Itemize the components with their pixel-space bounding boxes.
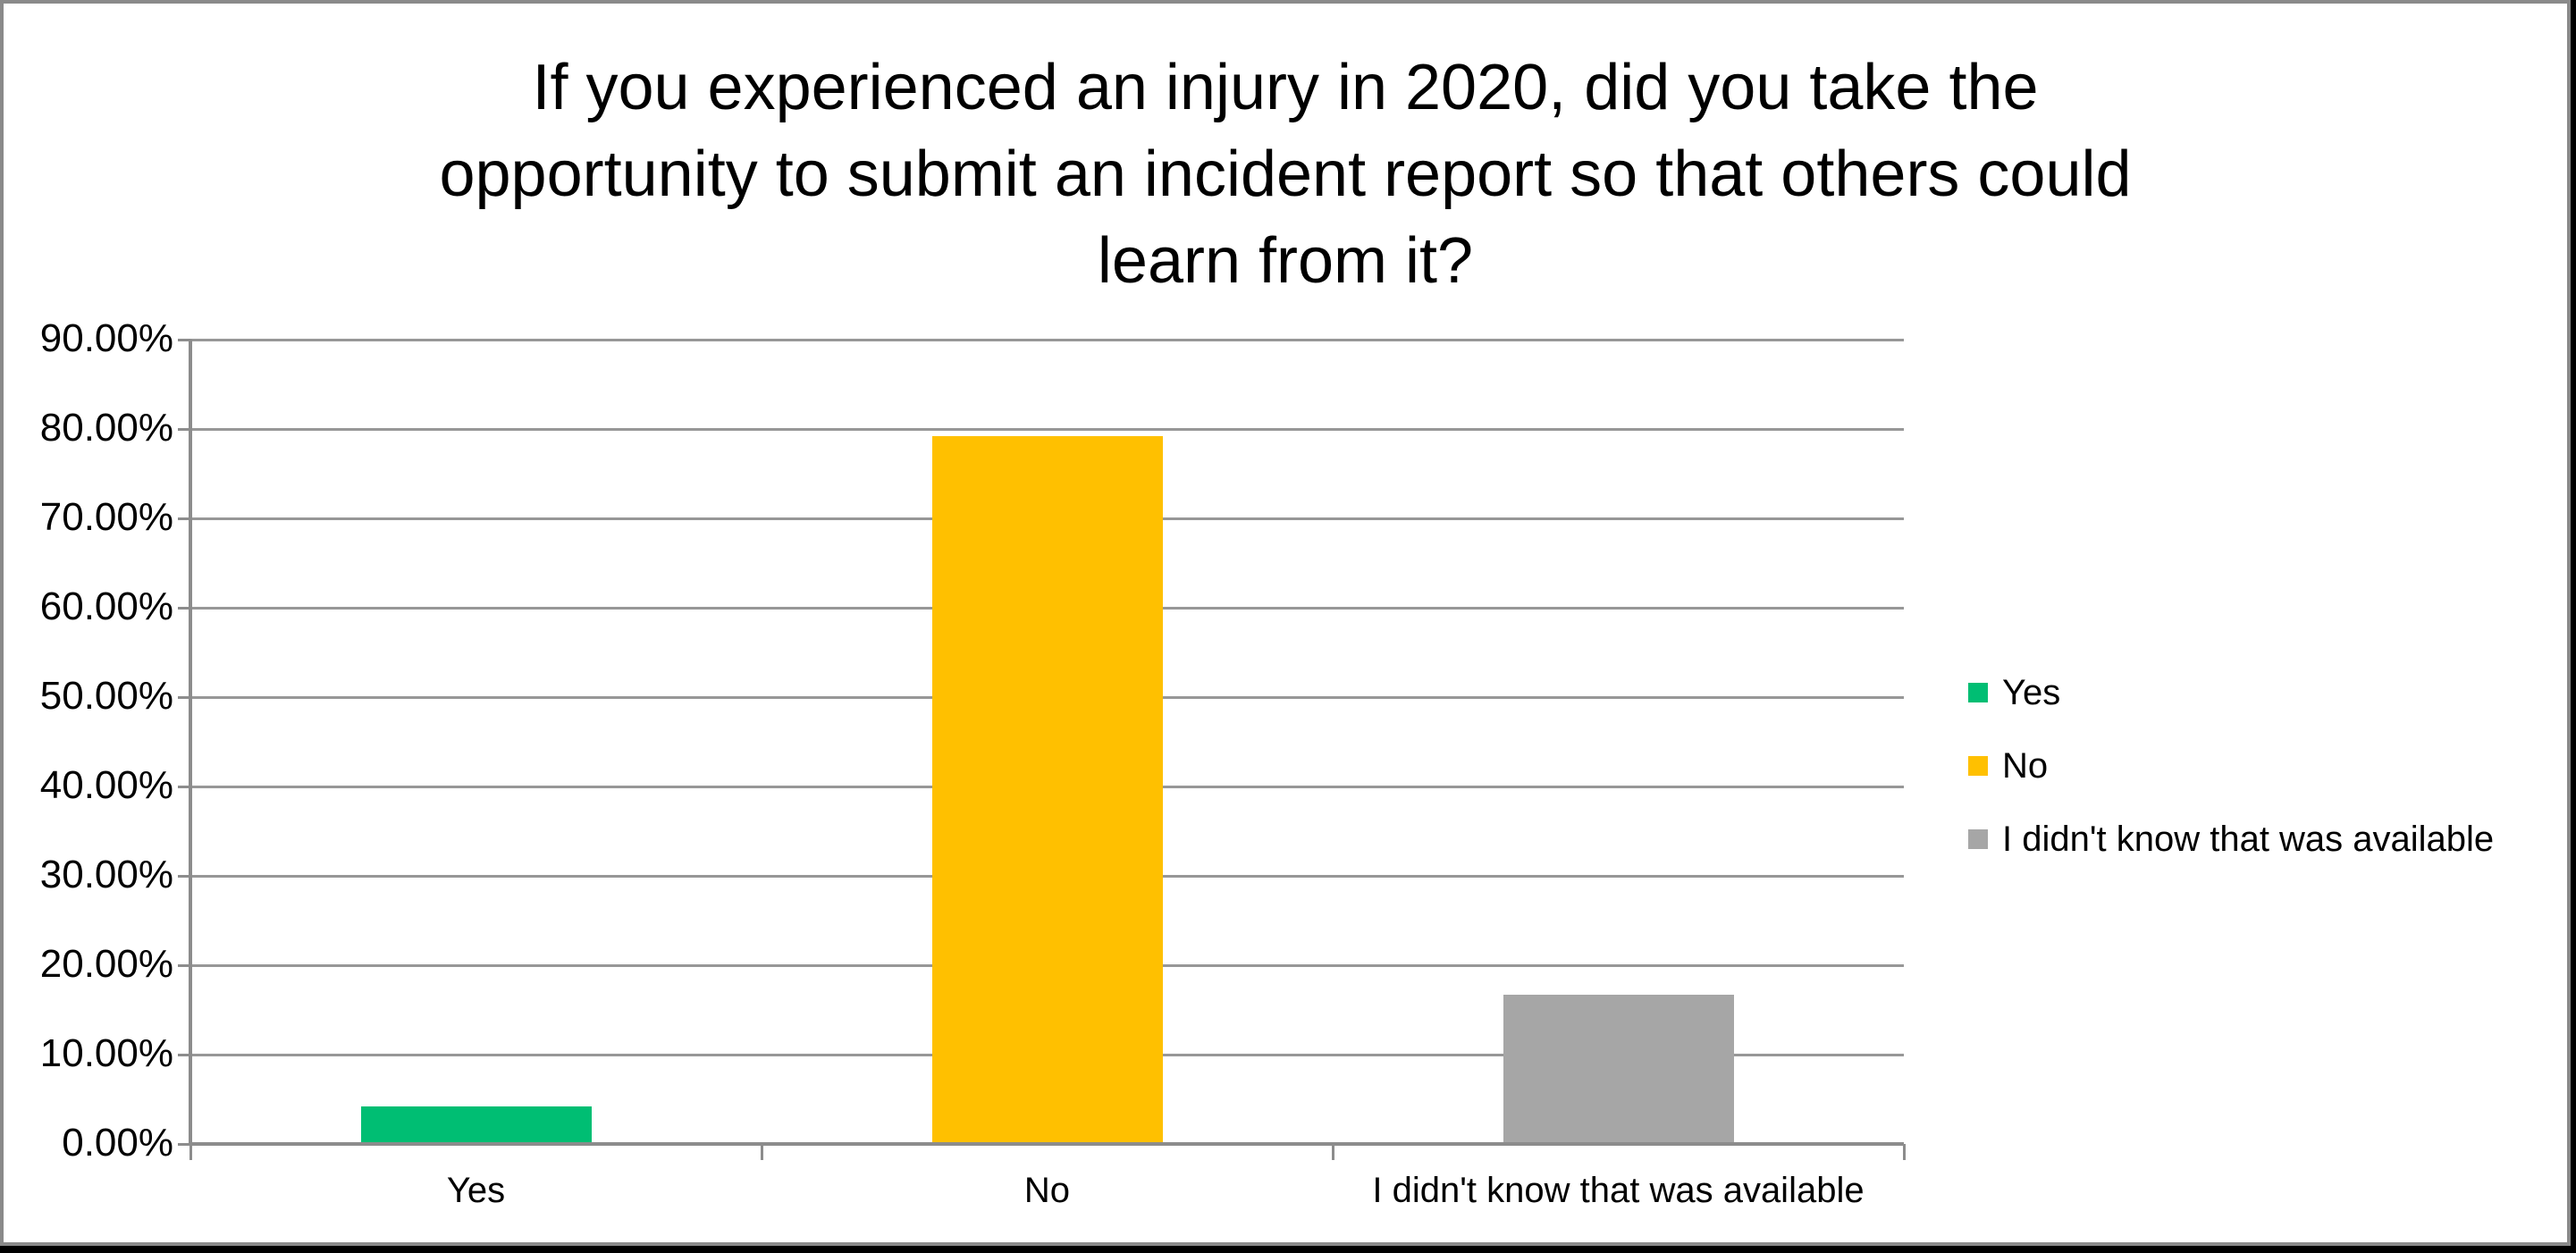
gridline [190, 338, 1904, 341]
y-tick [178, 785, 190, 788]
x-tick [1902, 1144, 1906, 1160]
legend-item-i-didn-t-know-that-was-available: I didn't know that was available [1968, 820, 2576, 861]
x-category-label: Yes [446, 1171, 506, 1210]
bar-i-didn-t-know-that-was-available [1503, 995, 1734, 1144]
y-tick [178, 1142, 190, 1146]
y-tick [178, 695, 190, 699]
legend-swatch-yes [1968, 683, 1988, 702]
y-tick [178, 1053, 190, 1056]
x-category-label: No [1023, 1171, 1071, 1210]
legend-label: No [2002, 746, 2049, 786]
chart-title-line: opportunity to submit an incident report… [439, 139, 2132, 210]
y-tick [178, 427, 190, 431]
y-tick [178, 963, 190, 967]
legend-swatch-no [1968, 756, 1988, 776]
chart-title-line: If you experienced an injury in 2020, di… [532, 52, 2039, 123]
x-tick [1331, 1144, 1334, 1160]
y-tick [178, 874, 190, 878]
x-tick [189, 1144, 192, 1160]
legend-label: I didn't know that was available [2002, 820, 2495, 859]
legend-label: Yes [2002, 673, 2061, 712]
bar-no [931, 436, 1163, 1144]
bar-yes [360, 1106, 592, 1144]
chart-title-line: learn from it? [1097, 225, 1474, 297]
y-tick-label: 30.00% [39, 853, 173, 896]
y-tick [178, 338, 190, 341]
y-tick-label: 60.00% [39, 584, 173, 628]
y-tick-label: 80.00% [39, 406, 173, 450]
gridline [190, 427, 1904, 431]
y-axis-line [189, 340, 192, 1146]
x-axis-line [190, 1142, 1904, 1146]
y-tick-label: 50.00% [39, 674, 173, 718]
legend-swatch-i-didn-t-know-that-was-available [1968, 829, 1988, 849]
y-tick-label: 20.00% [39, 942, 173, 986]
y-tick-label: 70.00% [39, 495, 173, 539]
legend-item-yes: Yes [1968, 673, 2576, 714]
chart-title: If you experienced an injury in 2020, di… [4, 45, 2567, 305]
x-category-label: I didn't know that was available [1372, 1171, 1865, 1210]
y-tick-label: 0.00% [62, 1121, 173, 1165]
y-tick-label: 10.00% [39, 1031, 173, 1075]
y-tick-label: 90.00% [39, 316, 173, 360]
y-tick [178, 517, 190, 520]
legend-item-no: No [1968, 746, 2576, 787]
y-tick-label: 40.00% [39, 763, 173, 807]
x-tick [760, 1144, 763, 1160]
y-tick [178, 606, 190, 610]
